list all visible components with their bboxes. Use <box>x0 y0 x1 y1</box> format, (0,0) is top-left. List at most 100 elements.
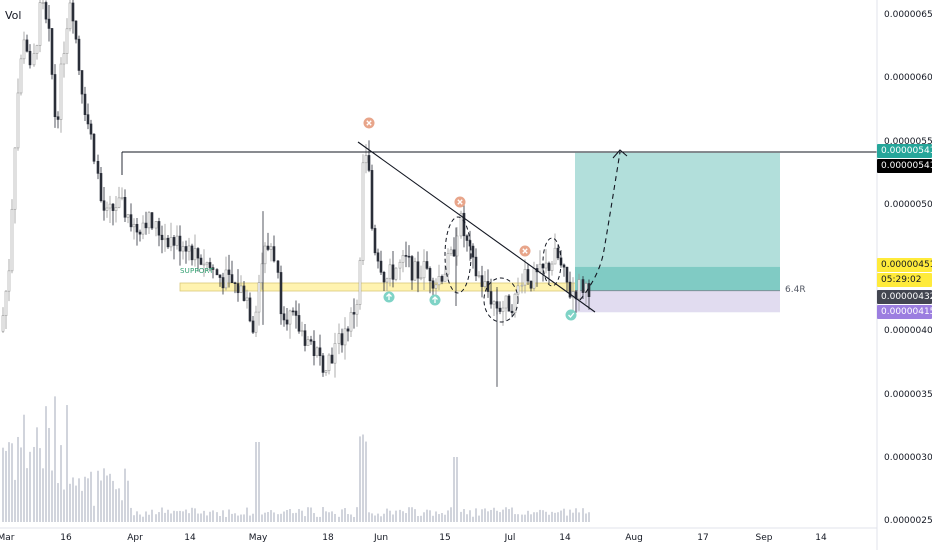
candle-body <box>510 310 514 314</box>
candle-body <box>47 18 51 29</box>
candle-body <box>291 310 295 313</box>
volume-bar <box>575 508 577 522</box>
volume-bar <box>469 510 471 522</box>
candle-body <box>547 262 551 271</box>
volume-bar <box>164 512 166 522</box>
volume-bar <box>188 513 190 522</box>
volume-bar <box>69 483 71 522</box>
volume-bar <box>420 515 422 522</box>
volume-bar <box>569 509 571 522</box>
volume-bar <box>496 510 498 522</box>
stop-zone <box>575 290 780 313</box>
candle-body <box>413 261 417 281</box>
candle-body <box>330 354 334 364</box>
volume-bar <box>118 488 120 522</box>
volume-bar <box>42 468 44 522</box>
candle-body <box>492 301 496 305</box>
volume-bar <box>524 514 526 522</box>
candle-body <box>59 63 63 120</box>
volume-bar <box>258 442 260 522</box>
candle-body <box>19 58 23 94</box>
volume-bar <box>127 480 129 522</box>
target-price-badge-alt: 0.00000541 <box>877 159 932 173</box>
position-zones <box>179 152 780 313</box>
candle-body <box>474 256 478 277</box>
candle-body <box>120 197 124 199</box>
candle-body <box>407 255 411 258</box>
candle-body <box>358 260 362 305</box>
volume-bar <box>389 510 391 522</box>
volume-bar <box>273 512 275 522</box>
volume-bar <box>280 513 282 522</box>
volume-bar <box>200 513 202 522</box>
candle-body <box>96 160 100 174</box>
candle-body <box>147 212 151 229</box>
candle-body <box>562 264 566 268</box>
candle-body <box>89 123 93 135</box>
volume-bar <box>151 509 153 522</box>
volume-bar <box>383 513 385 522</box>
volume-bar <box>585 513 587 522</box>
volume-bar <box>130 507 132 522</box>
time-tick-label: Mar <box>0 533 15 543</box>
candle-body <box>154 221 158 229</box>
volume-bar <box>511 507 513 522</box>
up-arrow-marker-icon <box>565 309 577 321</box>
volume-bar <box>115 489 117 522</box>
up-arrow-glyph <box>432 296 438 303</box>
candle-body <box>239 285 243 294</box>
candle-body <box>254 311 258 333</box>
candle-body <box>141 222 145 235</box>
volume-bar <box>237 515 239 522</box>
candle-body <box>129 214 133 228</box>
pattern-ellipse <box>483 277 519 323</box>
time-tick-label: 14 <box>815 533 827 543</box>
volume-bar <box>2 447 4 522</box>
volume-bar <box>304 516 306 522</box>
volume-bar <box>478 515 480 522</box>
volume-bar <box>209 511 211 522</box>
candle-body <box>74 20 78 40</box>
candle-body <box>227 269 231 275</box>
candle-body <box>449 249 453 255</box>
candle-body <box>193 248 197 261</box>
volume-bar <box>463 509 465 522</box>
volume-bar <box>582 508 584 522</box>
time-tick-label: 17 <box>697 533 709 543</box>
volume-bar <box>161 507 163 522</box>
candle-body <box>550 263 554 271</box>
candle-body <box>385 278 389 283</box>
volume-bar <box>145 511 147 522</box>
time-tick-label: Apr <box>127 533 143 543</box>
volume-bar <box>460 511 462 522</box>
candle-body <box>202 263 206 266</box>
volume-bar <box>472 516 474 522</box>
candle-body <box>361 162 365 261</box>
volume-bar <box>267 512 269 522</box>
volume-bar <box>533 512 535 522</box>
volume-bar <box>225 516 227 522</box>
candle-body <box>111 203 115 211</box>
candle-body <box>181 246 185 252</box>
candle-body <box>459 212 463 237</box>
up-arrow-glyph <box>386 293 392 300</box>
volume-bar <box>405 513 407 522</box>
candle-body <box>53 74 57 118</box>
volume-bar <box>481 509 483 522</box>
candle-body <box>221 277 225 289</box>
candle-body <box>211 267 215 270</box>
volume-bar <box>5 450 7 522</box>
volume-bar <box>402 511 404 522</box>
volume-bar <box>39 448 41 522</box>
time-tick-label: 16 <box>60 533 72 543</box>
time-tick-label: May <box>248 533 268 543</box>
volume-bar <box>371 513 373 522</box>
volume-bar <box>374 515 376 522</box>
candle-body <box>401 255 405 263</box>
volume-bar <box>216 512 218 522</box>
volume-bar <box>176 511 178 522</box>
candle-body <box>126 214 130 218</box>
candle-body <box>571 291 575 298</box>
